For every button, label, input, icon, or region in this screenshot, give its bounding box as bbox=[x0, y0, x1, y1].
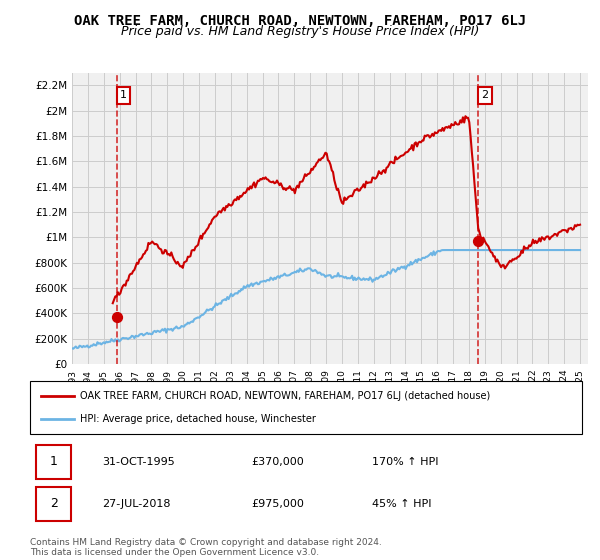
FancyBboxPatch shape bbox=[30, 381, 582, 434]
Text: £370,000: £370,000 bbox=[251, 457, 304, 466]
Text: 2: 2 bbox=[481, 90, 488, 100]
Text: 27-JUL-2018: 27-JUL-2018 bbox=[102, 499, 170, 508]
Point bbox=[112, 312, 122, 321]
Text: OAK TREE FARM, CHURCH ROAD, NEWTOWN, FAREHAM, PO17 6LJ (detached house): OAK TREE FARM, CHURCH ROAD, NEWTOWN, FAR… bbox=[80, 391, 490, 401]
FancyBboxPatch shape bbox=[35, 487, 71, 521]
FancyBboxPatch shape bbox=[35, 445, 71, 478]
Text: 1: 1 bbox=[120, 90, 127, 100]
Text: £975,000: £975,000 bbox=[251, 499, 304, 508]
Text: 45% ↑ HPI: 45% ↑ HPI bbox=[372, 499, 432, 508]
Text: 31-OCT-1995: 31-OCT-1995 bbox=[102, 457, 175, 466]
Text: 1: 1 bbox=[50, 455, 58, 468]
Text: Price paid vs. HM Land Registry's House Price Index (HPI): Price paid vs. HM Land Registry's House … bbox=[121, 25, 479, 38]
Text: 170% ↑ HPI: 170% ↑ HPI bbox=[372, 457, 439, 466]
Text: 2: 2 bbox=[50, 497, 58, 510]
Point bbox=[473, 236, 483, 245]
Text: Contains HM Land Registry data © Crown copyright and database right 2024.
This d: Contains HM Land Registry data © Crown c… bbox=[30, 538, 382, 557]
Text: OAK TREE FARM, CHURCH ROAD, NEWTOWN, FAREHAM, PO17 6LJ: OAK TREE FARM, CHURCH ROAD, NEWTOWN, FAR… bbox=[74, 14, 526, 28]
Text: HPI: Average price, detached house, Winchester: HPI: Average price, detached house, Winc… bbox=[80, 414, 316, 424]
